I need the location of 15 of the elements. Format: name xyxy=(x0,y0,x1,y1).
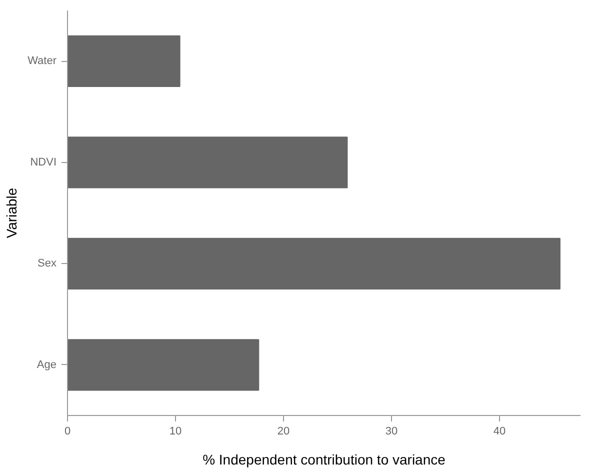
x-tick-label: 10 xyxy=(169,426,182,438)
bar xyxy=(68,35,180,87)
bar xyxy=(68,339,260,391)
y-tick-label: Water xyxy=(28,55,57,68)
x-tick-label: 30 xyxy=(385,426,398,438)
x-axis-title: % Independent contribution to variance xyxy=(202,452,446,468)
x-tick-label: 40 xyxy=(493,426,506,438)
bar xyxy=(68,136,348,188)
x-tick-label: 20 xyxy=(277,426,290,438)
y-tick-label: Age xyxy=(36,358,57,371)
y-axis-title: Variable xyxy=(4,188,20,238)
y-tick-label: NDVI xyxy=(30,156,56,168)
bar xyxy=(68,238,560,290)
x-tick-label: 0 xyxy=(64,426,71,438)
y-tick-label: Sex xyxy=(38,258,57,270)
